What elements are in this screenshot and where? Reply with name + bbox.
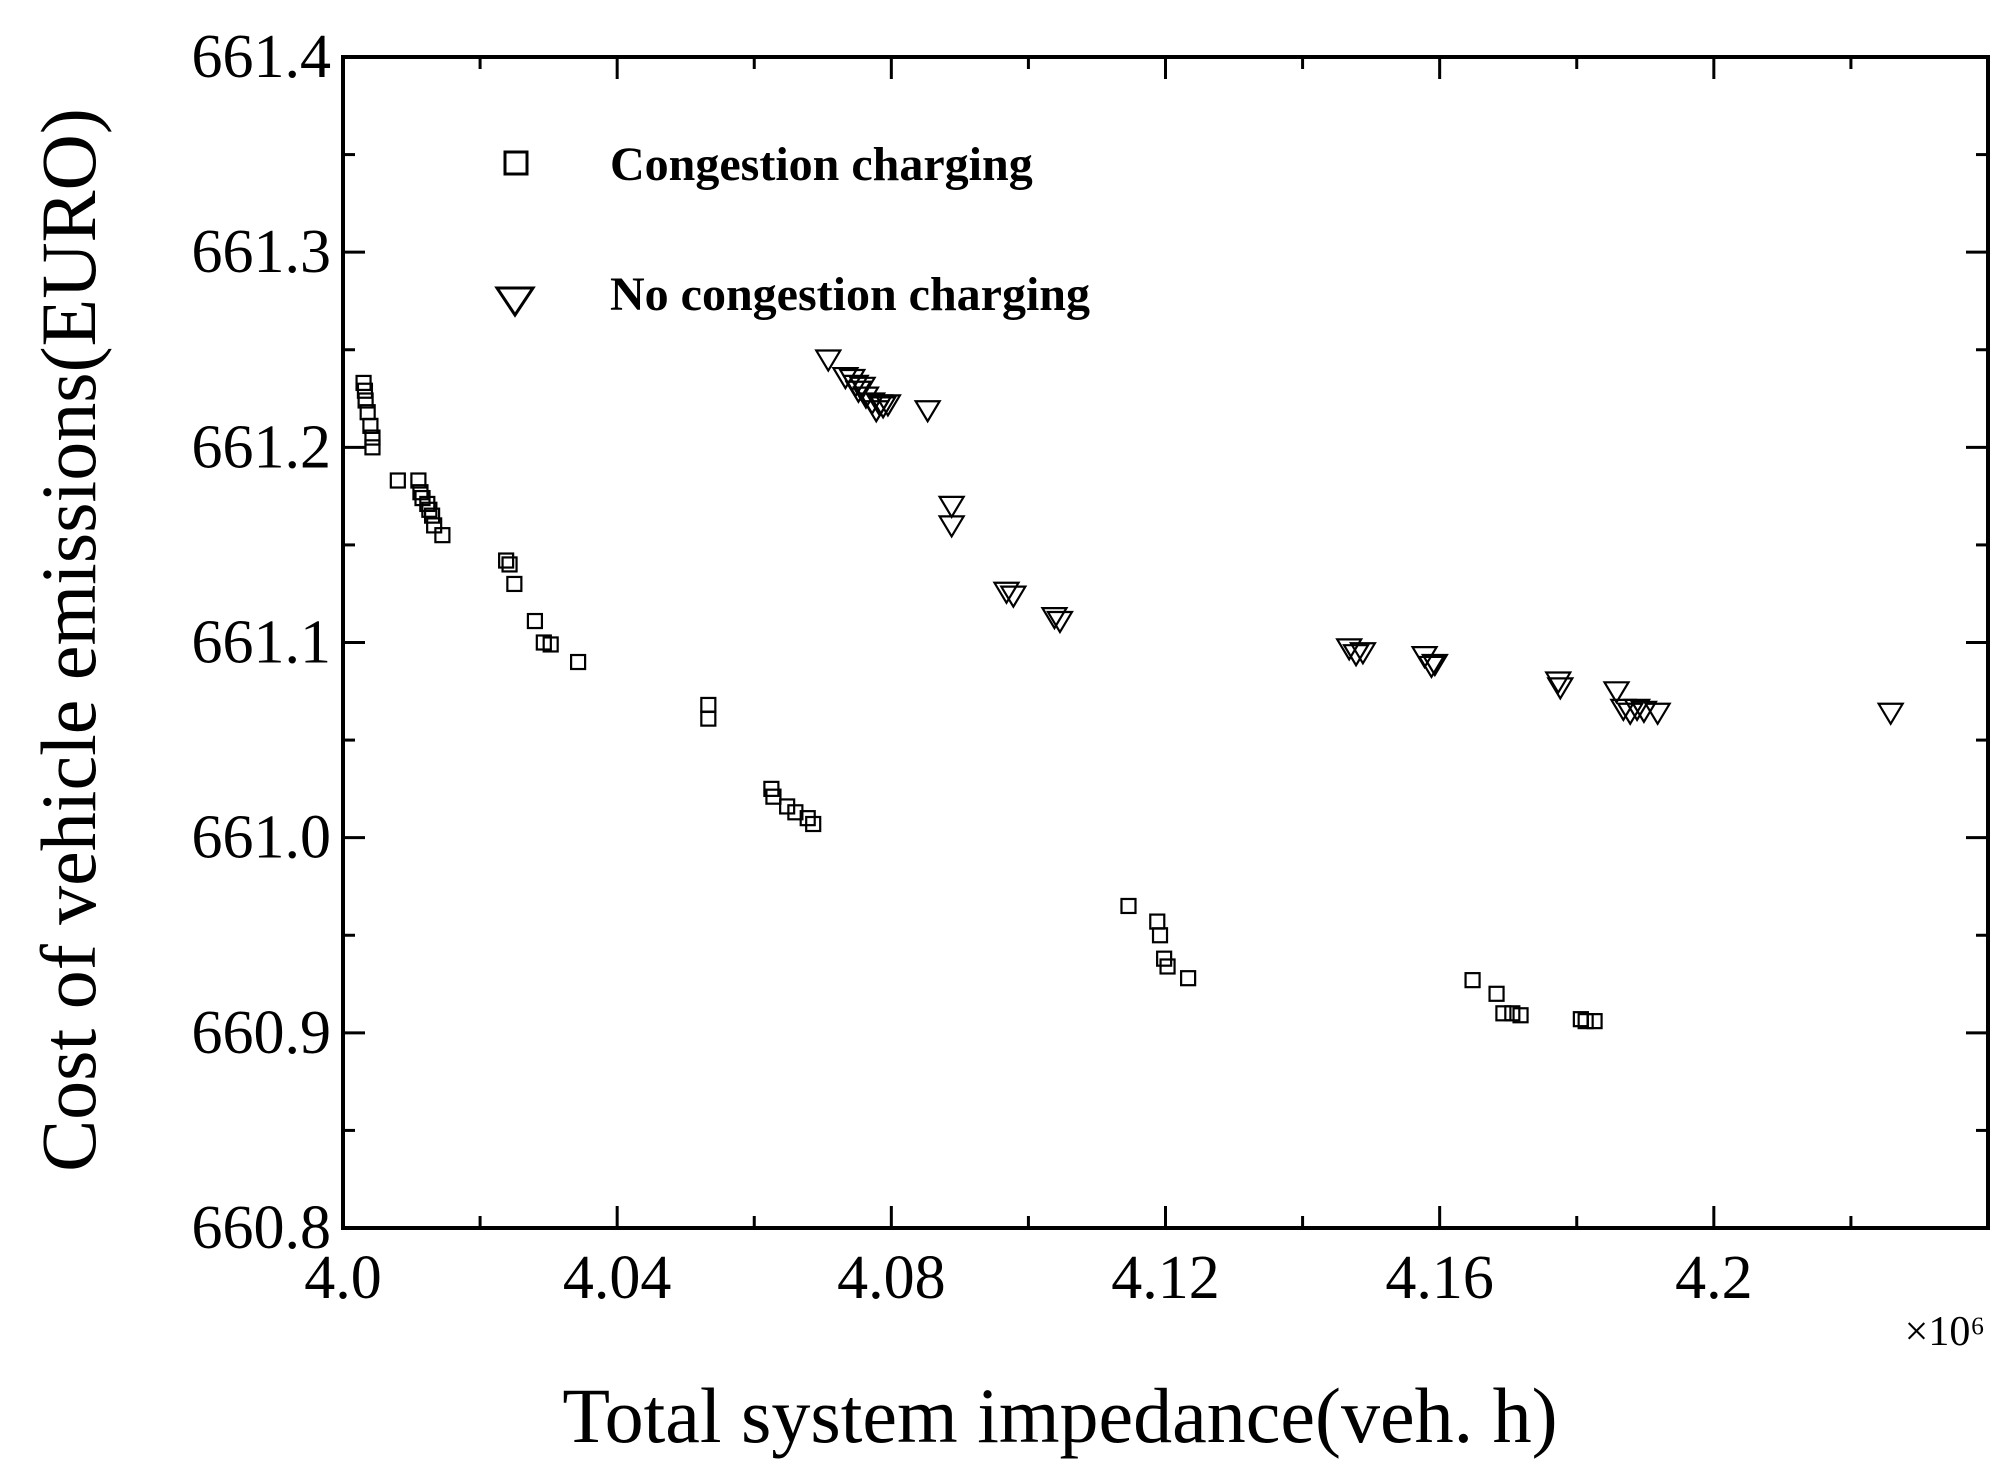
no-congestion-charging-point	[873, 394, 902, 418]
no-congestion-charging-point	[1348, 642, 1377, 666]
congestion-charging-point	[569, 653, 587, 671]
y-axis-title: Cost of vehicle emissions(EURO)	[25, 108, 112, 1172]
no-congestion-charging-point	[869, 396, 898, 420]
no-congestion-charging-point	[999, 585, 1028, 609]
congestion-charging-point	[1488, 985, 1505, 1002]
no-congestion-charging-point	[1040, 607, 1069, 631]
no-congestion-charging-point	[937, 495, 966, 520]
y-tick-label: 661.3	[192, 218, 332, 286]
congestion-charging-point	[542, 636, 559, 653]
no-congestion-charging-point	[1544, 671, 1573, 695]
x-tick-label: 4.04	[563, 1244, 672, 1312]
y-tick-label: 660.9	[192, 999, 332, 1067]
x-tick-label: 4.12	[1111, 1244, 1220, 1312]
y-tick-label: 661.4	[192, 23, 332, 91]
congestion-charging-point	[1159, 958, 1176, 975]
no-congestion-charging-point	[1623, 698, 1652, 722]
legend-label-congestion: Congestion charging	[610, 138, 1033, 191]
y-axis: 660.8 660.9 661.0 661.1 661.2 661.3 661.4	[192, 23, 1988, 1262]
congestion-charging-point	[799, 810, 816, 827]
y-tick-label: 661.1	[192, 609, 332, 677]
x-tick-label: 4.2	[1675, 1244, 1753, 1312]
congestion-charging-point	[1495, 1005, 1512, 1022]
x-multiplier-label: ×10⁶	[1905, 1309, 1985, 1355]
no-congestion-charging-point	[1616, 702, 1645, 726]
congestion-charging-point	[410, 472, 427, 489]
no-congestion-charging-point	[1876, 702, 1905, 726]
congestion-charging-point	[1577, 1013, 1594, 1030]
legend-label-no-congestion: No congestion charging	[610, 268, 1090, 321]
congestion-charging-point	[1504, 1005, 1521, 1022]
y-tick-label: 661.0	[192, 804, 332, 872]
no-congestion-charging-point	[1420, 653, 1449, 678]
congestion-charging-point	[700, 696, 717, 714]
no-congestion-charging-point	[992, 581, 1021, 605]
congestion-charging-point	[389, 472, 406, 489]
congestion-charging-point	[1512, 1007, 1529, 1024]
x-axis: 4.0 4.04 4.08 4.12 4.16 4.2	[304, 57, 1990, 1312]
x-axis-title: Total system impedance(veh. h)	[562, 1372, 1557, 1459]
congestion-charging-point	[501, 556, 518, 573]
no-congestion-charging-point	[1609, 698, 1638, 722]
congestion-charging-point	[364, 439, 381, 456]
congestion-charging-point	[526, 612, 544, 630]
no-congestion-charging-point	[1602, 681, 1631, 705]
congestion-charging-point	[498, 552, 515, 569]
no-congestion-charging-point	[913, 400, 942, 424]
no-congestion-charging-point	[1342, 644, 1370, 668]
congestion-charging-point	[362, 417, 379, 434]
y-tick-label: 661.2	[192, 413, 332, 481]
congestion-charging-point	[434, 527, 451, 544]
x-tick-label: 4.16	[1385, 1244, 1494, 1312]
congestion-charging-point	[779, 798, 796, 815]
congestion-charging-point	[364, 429, 381, 446]
congestion-charging-point	[1586, 1013, 1603, 1030]
no-congestion-charging-point	[1417, 655, 1446, 680]
data-points	[355, 349, 1905, 1030]
y-tick-label: 660.8	[192, 1194, 332, 1262]
congestion-charging-point	[1464, 972, 1481, 989]
congestion-charging-point	[1149, 913, 1166, 930]
no-congestion-charging-point	[1643, 702, 1672, 726]
legend-triangle-marker	[494, 286, 536, 318]
congestion-charging-point	[421, 501, 438, 518]
congestion-charging-point	[787, 804, 804, 821]
legend: Congestion charging No congestion chargi…	[494, 138, 1090, 321]
x-tick-label: 4.08	[837, 1244, 946, 1312]
no-congestion-charging-point	[814, 349, 843, 373]
congestion-charging-point	[700, 710, 717, 727]
congestion-charging-point	[506, 575, 523, 593]
congestion-charging-point	[357, 392, 374, 409]
congestion-charging-point	[419, 495, 436, 513]
no-congestion-charging-point	[844, 380, 873, 404]
congestion-charging-point	[424, 507, 441, 524]
congestion-charging-point	[356, 382, 374, 399]
congestion-charging-point	[765, 788, 782, 805]
congestion-charging-point	[1180, 970, 1197, 987]
congestion-charging-point	[426, 517, 443, 534]
x-tick-label: 4.0	[304, 1244, 382, 1312]
congestion-charging-point	[1120, 897, 1137, 915]
no-congestion-charging-point	[1546, 677, 1575, 701]
congestion-charging-point	[805, 815, 822, 833]
no-congestion-charging-point	[1046, 610, 1074, 635]
plot-frame	[341, 55, 1990, 1230]
no-congestion-charging-point	[937, 515, 966, 539]
congestion-charging-point	[1151, 927, 1169, 944]
legend-square-marker	[503, 150, 529, 176]
